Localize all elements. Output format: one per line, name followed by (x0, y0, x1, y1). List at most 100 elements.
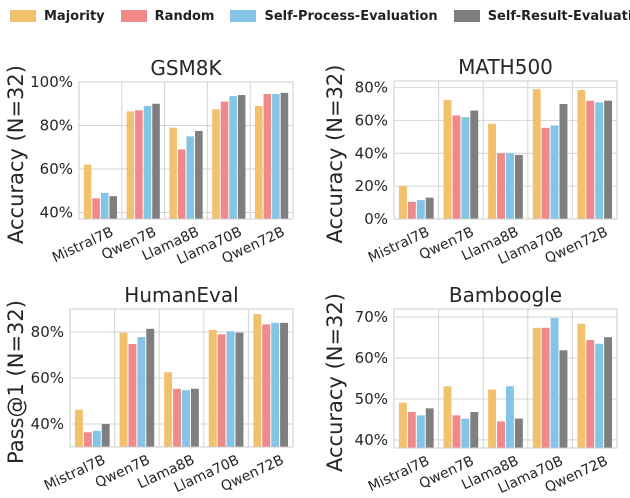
bar (280, 322, 289, 447)
y-tick-label: 80% (355, 79, 388, 97)
bar (146, 328, 155, 447)
bar (229, 96, 237, 219)
legend-label: Self-Result-Evaluation (487, 8, 630, 24)
legend-item: Majority (10, 9, 105, 24)
subplot-bamboogle: 40%50%60%70%Mistral7BQwen7BLlama8BLlama7… (323, 283, 618, 497)
legend-label: Random (154, 8, 215, 24)
bar (577, 90, 586, 220)
bar (262, 324, 271, 447)
y-tick-label: 0% (364, 210, 388, 228)
y-tick-label: 40% (355, 144, 388, 162)
y-axis-label: Accuracy (N=32) (323, 65, 347, 244)
bar (177, 149, 186, 219)
bar (272, 93, 280, 219)
bar (226, 331, 235, 447)
bar (425, 197, 434, 219)
legend-item: Self-Result-Evaluation (453, 8, 630, 24)
y-tick-label: 100% (30, 73, 73, 91)
legend-label: Self-Process-Evaluation (264, 8, 438, 24)
bar (506, 386, 514, 448)
legend-swatch (10, 10, 36, 22)
bar (195, 130, 203, 219)
bar (604, 100, 613, 219)
bar (164, 372, 173, 447)
bar (497, 153, 505, 219)
bar (263, 93, 272, 219)
bar (398, 186, 407, 219)
y-tick-label: 40% (31, 415, 64, 433)
y-tick-label: 40% (355, 431, 388, 449)
y-tick-label: 80% (31, 323, 64, 341)
bar (532, 327, 541, 448)
bar (577, 323, 586, 448)
y-tick-label: 70% (355, 308, 388, 326)
bar (595, 343, 604, 448)
bar (398, 402, 407, 448)
bar (237, 95, 246, 219)
bar (212, 109, 220, 219)
bar (470, 412, 479, 448)
bar (595, 102, 604, 219)
legend-item: Random (120, 8, 215, 24)
bar (559, 104, 568, 219)
legend: Majority Random Self-Process-Evaluation Sel… (0, 4, 630, 28)
legend-item: Self-Process-Evaluation (230, 8, 438, 24)
bar (152, 103, 160, 219)
y-axis-label: Accuracy (N=32) (323, 293, 347, 472)
y-tick-label: 20% (355, 177, 388, 195)
y-tick-label: 80% (40, 116, 73, 134)
bar (541, 127, 550, 219)
bar (83, 432, 92, 447)
bar (407, 201, 416, 219)
bar (190, 388, 199, 447)
legend-swatch (453, 10, 480, 22)
plot-frame (78, 81, 294, 220)
bar (280, 92, 289, 219)
subplot-math500: 0%20%40%60%80%Mistral7BQwen7BLlama8BLlam… (323, 55, 618, 268)
bar (235, 332, 244, 447)
plot-frame (69, 308, 294, 448)
bar (182, 390, 190, 447)
chart-title: GSM8K (150, 56, 222, 80)
bar (514, 418, 523, 448)
bar (461, 117, 470, 219)
plot-frame (393, 80, 618, 220)
bar (470, 110, 479, 219)
chart-title: MATH500 (458, 55, 553, 79)
bar (488, 389, 497, 448)
bar (506, 153, 514, 219)
bar (135, 110, 143, 219)
bar (497, 421, 505, 448)
bar (586, 340, 595, 448)
bar (92, 198, 100, 219)
plot-frame (393, 308, 618, 449)
legend-swatch (120, 10, 147, 22)
bar (443, 99, 452, 219)
bar (541, 327, 550, 448)
bar (173, 388, 181, 447)
subplot-gsm8k: 40%60%80%100%Mistral7BQwen7BLlama8BLlama… (4, 56, 294, 268)
legend-label: Majority (44, 8, 105, 24)
legend-swatch (230, 10, 257, 22)
y-axis-label: Accuracy (N=32) (4, 65, 28, 244)
bar (109, 196, 118, 219)
bar (254, 105, 263, 219)
y-axis-label: Pass@1 (N=32) (4, 300, 28, 464)
bar (425, 408, 434, 448)
bar (128, 343, 137, 447)
bar (586, 100, 595, 219)
bar (220, 101, 229, 219)
bar (101, 424, 110, 447)
bar (443, 386, 452, 448)
bar (74, 409, 83, 447)
bar (532, 89, 541, 219)
bar (253, 314, 262, 447)
y-tick-label: 60% (355, 349, 388, 367)
bar (488, 123, 497, 219)
bar (119, 332, 128, 447)
y-tick-label: 60% (31, 369, 64, 387)
bar (169, 127, 177, 219)
bar (137, 337, 146, 447)
bar (416, 415, 425, 448)
